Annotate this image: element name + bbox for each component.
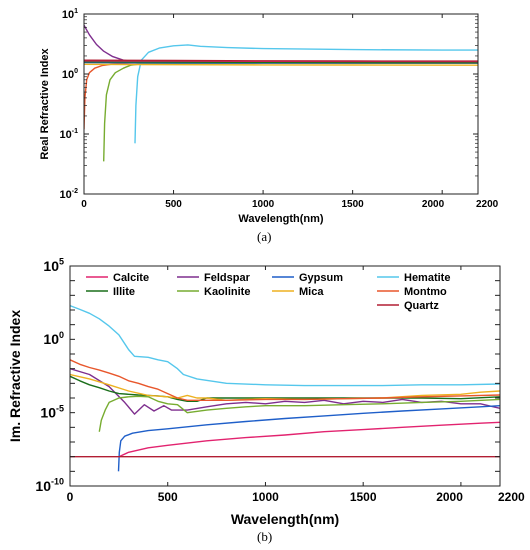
x-tick-label: 0 <box>67 490 74 504</box>
legend-label: Feldspar <box>204 272 251 284</box>
x-tick-label: 1000 <box>252 490 279 504</box>
x-tick-label: 1500 <box>350 490 377 504</box>
panel-a-chart: 0 500 1000 1500 2000 220010-210-1100101Wavele… <box>39 8 499 225</box>
y-tick-label: 10-2 <box>60 188 79 201</box>
x-tick-label: 2200 <box>498 490 525 504</box>
y-tick-label: 10-1 <box>60 128 79 141</box>
y-tick-exponent: -2 <box>72 188 78 195</box>
panel-b-caption: (b) <box>257 529 273 544</box>
x-axis-label: Wavelength(nm) <box>238 213 323 225</box>
y-tick-exponent: 1 <box>74 8 78 15</box>
x-tick-label: 1500 <box>342 199 365 210</box>
legend-label: Montmo <box>404 286 447 298</box>
series-line-6 <box>84 63 478 66</box>
series-line-1 <box>134 44 478 144</box>
series-line-gypsum <box>117 405 500 472</box>
y-tick-label: 100 <box>43 330 64 347</box>
axes-box <box>83 13 479 195</box>
y-tick-exponent: 5 <box>59 257 64 267</box>
series-group <box>84 24 478 162</box>
y-tick-exponent: 0 <box>74 68 78 75</box>
x-tick-label: 1000 <box>252 199 275 210</box>
y-tick-label: 101 <box>62 8 78 21</box>
legend-label: Hematite <box>404 272 450 284</box>
y-tick-label: 105 <box>43 257 64 274</box>
series-line-2 <box>84 24 478 64</box>
legend-label: Illite <box>113 286 135 298</box>
legend-label: Kaolinite <box>204 286 250 298</box>
series-line-4 <box>103 62 478 162</box>
series-line-illite <box>70 375 500 402</box>
x-tick-label: 2000 <box>422 199 445 210</box>
series-line-calcite <box>118 421 500 458</box>
y-tick-exponent: -1 <box>72 128 78 135</box>
series-line-mica <box>70 373 500 401</box>
y-axis-label: Im. Refractive Index <box>7 310 23 442</box>
series-line-hematite <box>70 304 500 387</box>
series-line-feldspar <box>70 368 500 415</box>
y-tick-exponent: -10 <box>51 477 64 487</box>
series-line-3 <box>84 62 478 130</box>
axes-box <box>69 265 501 487</box>
x-tick-label: 2000 <box>436 490 463 504</box>
panel-a-caption: (a) <box>257 229 272 244</box>
x-axis-label: Wavelength(nm) <box>231 511 339 527</box>
series-line-9 <box>84 59 478 62</box>
y-tick-exponent: 0 <box>59 330 64 340</box>
x-tick-label: 2200 <box>476 199 499 210</box>
series-line-kaolinite <box>98 395 500 432</box>
legend: Calcite Feldspar Gypsum Hematite Illite Kaoli… <box>86 272 450 312</box>
x-tick-label: 500 <box>158 490 178 504</box>
legend-label: Gypsum <box>299 272 343 284</box>
y-tick-label: 10-5 <box>40 403 64 420</box>
panel-b-chart: 0 500 1000 1500 2000 2200 10-10 10-5 100 105 Wavel… <box>7 257 525 527</box>
x-tick-label: 500 <box>165 199 182 210</box>
y-tick-label: 10-10 <box>35 477 64 494</box>
y-tick-label: 100 <box>62 68 78 81</box>
series-line-montmo <box>70 359 500 401</box>
legend-label: Mica <box>299 286 324 298</box>
series-line-7 <box>84 61 478 64</box>
x-tick-label: 0 <box>81 199 87 210</box>
legend-label: Quartz <box>404 300 439 312</box>
legend-label: Calcite <box>113 272 149 284</box>
series-group <box>70 304 500 472</box>
y-axis-label: Real Refractive Index <box>39 47 51 159</box>
y-tick-exponent: -5 <box>56 403 64 413</box>
